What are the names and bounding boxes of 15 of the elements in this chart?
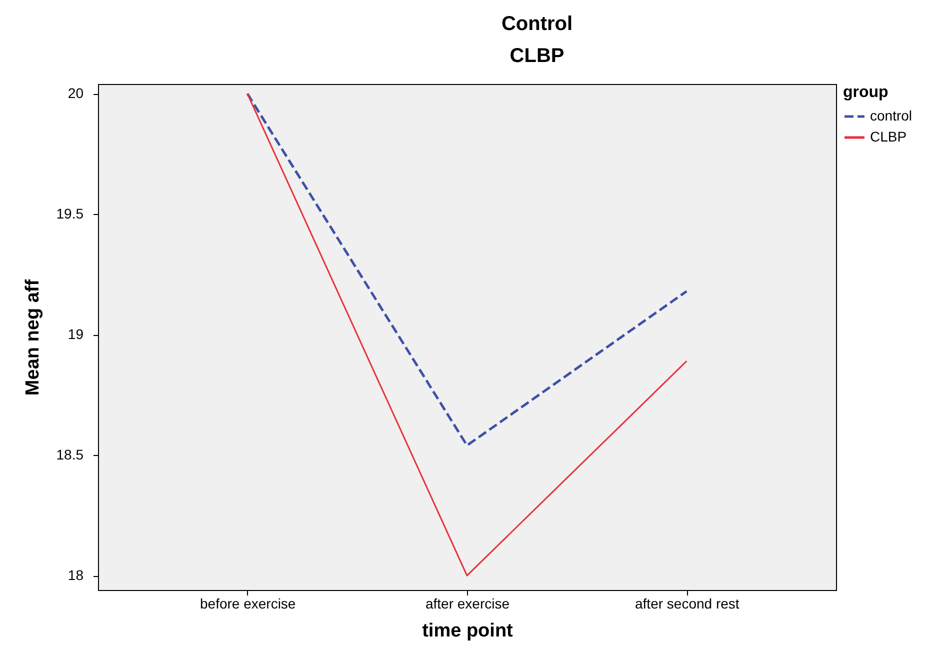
chart-title: Control: [501, 13, 573, 35]
y-tick-label: 20: [68, 85, 84, 102]
x-tick-label: after second rest: [635, 596, 740, 612]
y-tick-label: 19: [68, 326, 84, 342]
legend-label: CLBP: [870, 128, 907, 144]
y-tick-label: 18: [68, 567, 84, 584]
legend-label: control: [870, 108, 912, 124]
y-tick-label: 19.5: [56, 206, 84, 222]
chart-subtitle: CLBP: [510, 45, 564, 67]
y-tick-label: 18.5: [56, 446, 84, 463]
x-tick-label: after exercise: [425, 596, 510, 612]
legend-title: group: [843, 84, 889, 101]
x-tick-label: before exercise: [200, 596, 296, 612]
y-axis-title: Mean neg aff: [22, 278, 44, 396]
x-axis-title: time point: [422, 620, 514, 642]
